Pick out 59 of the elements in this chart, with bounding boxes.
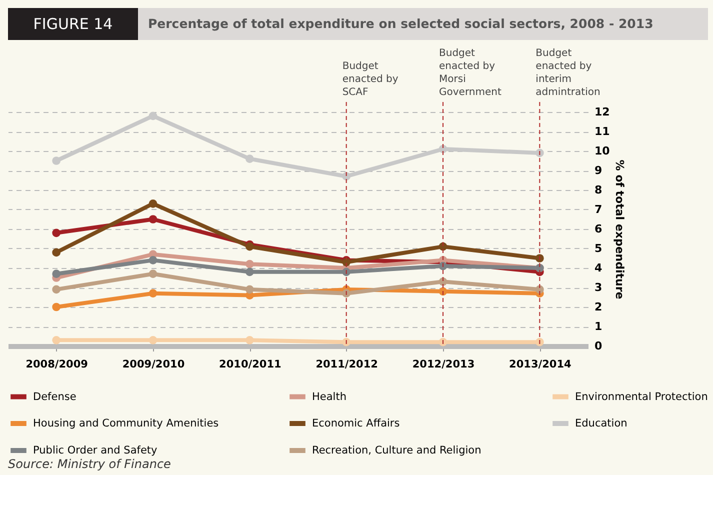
x-tick-label: 2009/2010 xyxy=(122,358,185,370)
source-note: Source: Ministry of Finance xyxy=(8,457,171,471)
point xyxy=(245,268,254,276)
ref-line-label: Budget enacted by Morsi Government xyxy=(439,48,502,98)
legend-label: Environmental Protection xyxy=(575,390,708,403)
point xyxy=(52,228,61,238)
point xyxy=(148,336,158,344)
point xyxy=(535,338,544,346)
chart-subtitle: Percentage of total expenditure on selected social sectors, 2008 - 2013 xyxy=(148,16,654,31)
legend-label: Recreation, Culture and Religion xyxy=(312,444,482,456)
legend-label: Economic Affairs xyxy=(312,418,400,430)
y-tick-label: 1 xyxy=(594,320,602,333)
x-tick-label: 2013/2014 xyxy=(509,358,572,370)
legend-label: Public Order and Safety xyxy=(33,444,158,456)
legend-label: Education xyxy=(575,418,628,430)
x-tick-label: 2012/2013 xyxy=(412,358,475,370)
y-tick-label: 9 xyxy=(594,164,602,177)
y-axis-title: % of total expenditure xyxy=(612,160,626,300)
point xyxy=(148,270,158,278)
point xyxy=(245,154,254,163)
point xyxy=(52,156,61,165)
point xyxy=(52,285,61,294)
y-tick-label: 8 xyxy=(594,184,602,196)
y-tick-label: 10 xyxy=(594,144,610,158)
point xyxy=(245,336,254,344)
y-tick-label: 2 xyxy=(594,300,602,314)
x-tick-label: 2010/2011 xyxy=(219,358,282,370)
y-tick-label: 0 xyxy=(594,340,602,352)
point xyxy=(148,215,158,224)
point xyxy=(342,338,351,346)
y-tick-label: 12 xyxy=(594,106,610,118)
point xyxy=(52,336,61,344)
point xyxy=(52,302,61,312)
point xyxy=(148,256,158,264)
y-tick-label: 5 xyxy=(594,242,602,255)
y-tick-label: 11 xyxy=(594,125,610,138)
ref-line-label: Budget enacted by SCAF xyxy=(342,61,398,98)
ref-line-label: Budget enacted by interim admintration xyxy=(536,48,600,98)
point xyxy=(535,148,544,158)
legend-label: Health xyxy=(312,390,346,403)
point xyxy=(148,199,158,208)
y-tick-label: 7 xyxy=(594,203,602,216)
x-tick-label: 2011/2012 xyxy=(316,358,378,370)
legend-label: Defense xyxy=(33,390,76,403)
x-tick-label: 2008/2009 xyxy=(26,358,88,370)
chart-title: FIGURE 14 xyxy=(33,15,113,33)
point xyxy=(52,248,61,257)
legend-label: Housing and Community Amenities xyxy=(33,418,219,430)
point xyxy=(245,260,254,268)
point xyxy=(148,289,158,298)
point xyxy=(342,268,351,276)
y-tick-label: 6 xyxy=(594,222,602,236)
point xyxy=(52,270,61,278)
y-tick-label: 3 xyxy=(594,281,602,294)
point xyxy=(342,289,351,298)
point xyxy=(535,254,544,262)
y-tick-label: 4 xyxy=(594,262,602,274)
point xyxy=(245,285,254,294)
point xyxy=(148,112,158,120)
